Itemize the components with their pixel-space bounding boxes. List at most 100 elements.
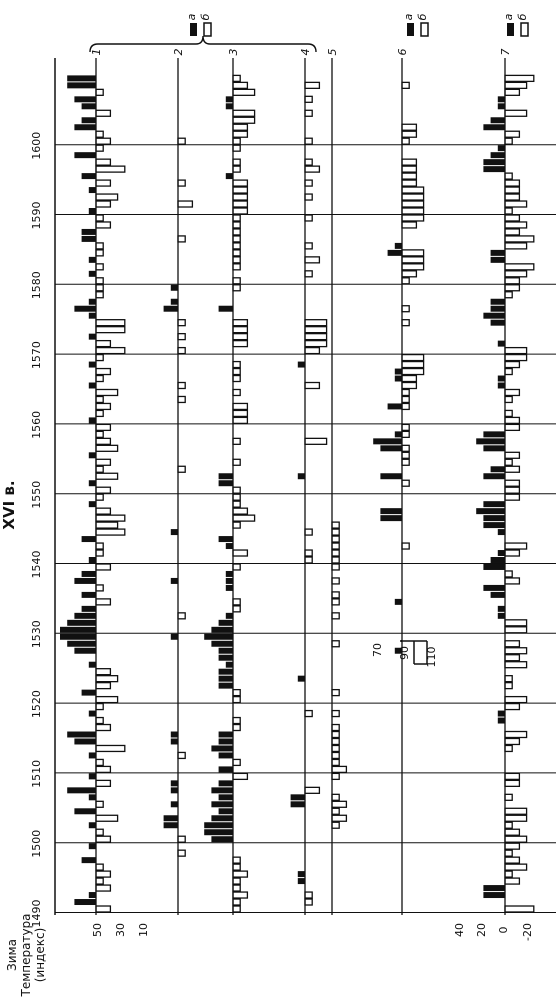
open-bar-row1-1566 <box>95 374 104 383</box>
x-tick-1580: 1580 <box>30 271 43 299</box>
open-bar-row1-1596 <box>95 165 126 173</box>
open-bar-row3-1571 <box>232 339 249 348</box>
filled-bar-row7-1541 <box>497 550 505 557</box>
filled-bar-row7-1536 <box>483 584 505 591</box>
open-bar-row5-1518 <box>331 709 340 718</box>
open-bar-row3-1568 <box>232 360 241 369</box>
filled-bar-row7-1518 <box>497 710 505 717</box>
filled-bar-row1-1535 <box>81 591 96 598</box>
legend-filled-swatch <box>407 23 414 36</box>
filled-bar-row6-1557 <box>373 438 402 445</box>
open-bar-row3-1539 <box>232 563 241 571</box>
open-bar-row2-1563 <box>177 395 186 404</box>
open-bar-row3-1590 <box>232 207 249 215</box>
open-bar-row7-1541 <box>504 549 521 557</box>
open-bar-row4-1583 <box>304 256 321 264</box>
open-bar-row7-1551 <box>504 479 521 487</box>
open-bar-row7-1550 <box>504 486 521 494</box>
open-bar-row6-1600 <box>401 137 410 145</box>
filled-bar-row1-1497 <box>81 857 96 864</box>
open-bar-row7-1601 <box>504 130 521 138</box>
open-bar-row1-1546 <box>95 514 126 522</box>
open-bar-row4-1541 <box>304 549 313 557</box>
filled-bar-row1-1598 <box>74 152 96 159</box>
filled-bar-row1-1515 <box>67 731 96 738</box>
open-bar-row7-1527 <box>504 647 528 655</box>
filled-bar-row7-1574 <box>490 319 505 326</box>
row5-scale-70: 70 <box>371 643 384 657</box>
open-bar-row3-1520 <box>232 695 241 704</box>
open-bar-row1-1578 <box>95 291 104 299</box>
open-bar-row5-1514 <box>331 737 340 746</box>
open-bar-row5-1504 <box>331 807 340 815</box>
open-bar-row1-1541 <box>95 549 104 557</box>
open-bar-row7-1560 <box>504 416 521 425</box>
open-bar-row6-1584 <box>401 249 425 257</box>
legend-filled-swatch <box>190 23 197 36</box>
open-bar-row7-1567 <box>504 367 513 376</box>
open-bar-row4-1565 <box>304 381 321 390</box>
row-6: 6 <box>373 49 425 915</box>
open-bar-row1-1508 <box>95 779 112 787</box>
filled-bar-row3-1507 <box>211 787 233 794</box>
filled-bar-row7-1584 <box>490 249 505 256</box>
century-label: XVI в. <box>0 480 18 529</box>
open-bar-row7-1590 <box>504 207 513 215</box>
filled-bar-row3-1523 <box>218 675 233 682</box>
filled-bar-row3-1551 <box>218 480 233 487</box>
open-bar-row6-1568 <box>401 360 425 369</box>
filled-bar-row1-1577 <box>88 298 96 305</box>
legend-filled-swatch <box>507 23 514 36</box>
filled-bar-row3-1536 <box>225 584 233 591</box>
row-1: 1 <box>60 49 126 915</box>
open-bar-row6-1595 <box>401 172 418 180</box>
open-bar-row1-1599 <box>95 144 104 152</box>
filled-bar-row3-1552 <box>218 473 233 480</box>
open-bar-row5-1510 <box>331 765 348 774</box>
filled-bar-row1-1514 <box>74 738 96 745</box>
open-bar-row3-1588 <box>232 221 241 229</box>
open-bar-row4-1585 <box>304 242 313 250</box>
open-bar-row5-1509 <box>331 772 340 781</box>
open-bar-row7-1499 <box>504 842 521 850</box>
open-bar-row3-1583 <box>232 256 241 264</box>
filled-bar-row7-1599 <box>497 145 505 152</box>
row1-tick-50: 50 <box>91 923 104 937</box>
open-bar-row1-1582 <box>95 263 104 271</box>
open-bar-row3-1604 <box>232 109 256 117</box>
open-bar-row6-1601 <box>401 130 418 138</box>
open-bar-row5-1535 <box>331 591 340 599</box>
open-bar-row4-1604 <box>304 109 313 117</box>
filled-bar-row1-1608 <box>67 82 96 89</box>
filled-bar-row1-1602 <box>74 124 96 131</box>
filled-bar-row1-1540 <box>88 557 96 563</box>
open-bar-row7-1592 <box>504 193 521 201</box>
open-bar-row1-1554 <box>95 458 112 466</box>
open-bar-row1-1588 <box>95 221 112 229</box>
open-bar-row6-1555 <box>401 451 410 459</box>
open-bar-row1-1570 <box>95 346 126 355</box>
open-bar-row4-1592 <box>304 193 313 201</box>
filled-bar-row2-1507 <box>170 787 178 794</box>
open-bar-row7-1542 <box>504 542 528 550</box>
open-bar-row3-1587 <box>232 228 241 236</box>
open-bar-row7-1549 <box>504 493 521 501</box>
x-tick-1540: 1540 <box>30 550 43 578</box>
filled-bar-row6-1527 <box>394 647 402 654</box>
open-bar-row7-1569 <box>504 353 528 362</box>
open-bar-row7-1502 <box>504 821 513 829</box>
open-bar-row7-1508 <box>504 779 521 787</box>
open-bar-row3-1580 <box>232 277 241 285</box>
open-bar-row7-1581 <box>504 270 528 278</box>
filled-bar-row1-1572 <box>88 333 96 340</box>
filled-bar-row7-1602 <box>483 124 505 131</box>
open-bar-row3-1545 <box>232 521 241 529</box>
filled-bar-row7-1598 <box>490 152 505 159</box>
filled-bar-row7-1565 <box>497 382 505 389</box>
open-bar-row6-1594 <box>401 179 418 187</box>
open-bar-row1-1495 <box>95 870 112 878</box>
filled-bar-row1-1521 <box>81 689 96 696</box>
filled-bar-row1-1509 <box>88 773 96 780</box>
x-tick-labels: 1490 1500 1510 1520 1530 1540 1550 1560 1570 1580… <box>30 132 43 928</box>
